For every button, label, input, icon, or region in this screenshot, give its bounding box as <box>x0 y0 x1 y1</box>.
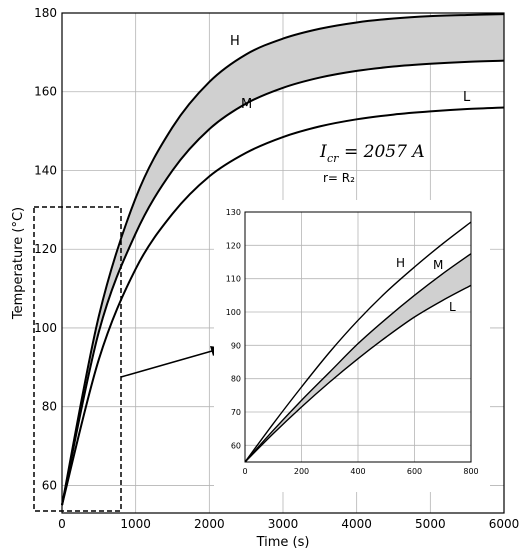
zoom-arrow-line <box>120 350 213 378</box>
current-annotation-subscript: cr <box>327 152 339 165</box>
zoom-region-box <box>33 206 122 512</box>
main-series-l <box>61 106 505 506</box>
inset-label-m: M <box>433 258 443 272</box>
main-y-tick-label: 80 <box>42 400 57 414</box>
main-series-m <box>61 59 505 506</box>
inset-series-m <box>244 253 472 463</box>
inset-label-l: L <box>449 300 456 314</box>
main-plot-frame <box>61 12 505 514</box>
inset-gridlines <box>245 212 471 462</box>
current-annotation-value: = 2057 A <box>344 142 425 162</box>
main-series-h <box>61 13 505 506</box>
inset-y-tick-label: 70 <box>231 408 241 417</box>
main-x-tick-label: 4000 <box>341 517 372 531</box>
main-x-tick-label: 0 <box>58 517 66 531</box>
main-x-tick-label: 1000 <box>120 517 151 531</box>
main-shaded-band-h-m <box>62 14 504 506</box>
inset-y-tick-label: 130 <box>226 208 241 217</box>
inset-plot-frame <box>244 211 472 463</box>
main-y-tick-label: 160 <box>34 85 57 99</box>
inset-background <box>214 200 490 492</box>
main-y-tick-label: 140 <box>34 163 57 177</box>
main-series-lines <box>61 13 505 506</box>
inset-x-tick-label: 200 <box>294 467 309 476</box>
x-axis-title: Time (s) <box>256 535 310 550</box>
main-x-tick-label: 6000 <box>489 517 520 531</box>
inset-series-lines <box>244 221 472 463</box>
radius-annotation: r= R₂ <box>323 171 355 185</box>
main-x-tick-labels: 0 1000 2000 3000 4000 5000 6000 <box>58 517 519 531</box>
inset-x-tick-label: 0 <box>242 467 247 476</box>
inset-x-tick-label: 400 <box>350 467 365 476</box>
main-y-tick-labels: 60 80 100 120 140 160 180 <box>34 6 57 492</box>
main-y-tick-label: 120 <box>34 242 57 256</box>
inset-y-tick-label: 60 <box>231 441 241 450</box>
inset-y-tick-label: 110 <box>226 275 241 284</box>
main-y-tick-label: 60 <box>42 478 57 492</box>
inset-y-tick-labels: 60 70 80 90 100 110 120 130 <box>226 208 241 450</box>
main-y-tick-label: 180 <box>34 6 57 20</box>
inset-y-tick-label: 90 <box>231 341 241 350</box>
main-x-tick-label: 2000 <box>194 517 225 531</box>
main-label-m: M <box>241 97 252 112</box>
main-y-tick-label: 100 <box>34 321 57 335</box>
inset-series-h <box>244 221 472 463</box>
inset-y-tick-label: 120 <box>226 241 241 250</box>
inset-x-tick-label: 800 <box>463 467 478 476</box>
inset-series-l <box>244 284 472 463</box>
y-axis-title: Temperature (°C) <box>11 207 26 320</box>
inset-label-h: H <box>396 256 405 270</box>
current-annotation-symbol: I <box>319 142 327 162</box>
inset-x-tick-label: 600 <box>407 467 422 476</box>
inset-x-tick-labels: 0 200 400 600 800 <box>242 467 478 476</box>
inset-y-tick-label: 80 <box>231 375 241 384</box>
main-x-tick-label: 5000 <box>415 517 446 531</box>
inset-y-tick-label: 100 <box>226 308 241 317</box>
main-label-l: L <box>463 90 471 105</box>
main-x-tick-label: 3000 <box>268 517 299 531</box>
main-label-h: H <box>230 34 240 49</box>
